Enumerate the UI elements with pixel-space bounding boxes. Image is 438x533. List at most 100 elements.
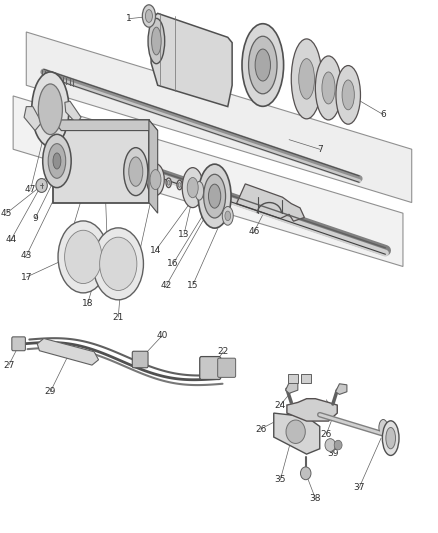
Text: 15: 15 [187, 281, 198, 289]
Text: 43: 43 [21, 252, 32, 260]
FancyBboxPatch shape [53, 120, 149, 203]
Ellipse shape [152, 27, 161, 55]
Ellipse shape [315, 56, 342, 120]
Text: 16: 16 [167, 260, 179, 268]
Text: 5: 5 [350, 92, 356, 100]
Ellipse shape [178, 182, 181, 188]
FancyBboxPatch shape [218, 358, 236, 377]
Circle shape [286, 420, 305, 443]
Text: 22: 22 [218, 348, 229, 356]
Polygon shape [336, 384, 347, 394]
Polygon shape [149, 120, 158, 213]
Ellipse shape [124, 148, 148, 196]
Polygon shape [65, 101, 81, 124]
Text: 6: 6 [380, 110, 386, 119]
Text: 21: 21 [113, 313, 124, 321]
Text: 40: 40 [156, 332, 168, 340]
Ellipse shape [225, 211, 231, 221]
Polygon shape [13, 96, 403, 266]
FancyBboxPatch shape [301, 374, 311, 383]
Text: 45: 45 [1, 209, 12, 217]
Text: 26: 26 [255, 425, 266, 433]
Ellipse shape [145, 10, 152, 22]
Ellipse shape [291, 39, 322, 119]
Ellipse shape [147, 164, 164, 196]
Text: 46: 46 [248, 228, 260, 236]
Ellipse shape [58, 221, 109, 293]
Ellipse shape [32, 72, 69, 147]
Ellipse shape [129, 157, 143, 187]
Text: 1: 1 [126, 14, 132, 23]
Circle shape [325, 439, 336, 451]
Ellipse shape [182, 167, 203, 207]
Ellipse shape [148, 19, 165, 63]
Text: 39: 39 [327, 449, 339, 457]
Text: 9: 9 [67, 233, 73, 241]
Polygon shape [26, 32, 412, 203]
Ellipse shape [177, 180, 182, 190]
Ellipse shape [255, 49, 271, 81]
FancyBboxPatch shape [288, 374, 298, 383]
Polygon shape [37, 338, 99, 365]
Circle shape [334, 440, 342, 450]
Circle shape [36, 179, 47, 192]
Ellipse shape [100, 237, 137, 290]
Ellipse shape [198, 164, 231, 228]
Ellipse shape [195, 181, 204, 200]
FancyBboxPatch shape [12, 337, 25, 351]
Ellipse shape [223, 207, 233, 225]
Polygon shape [274, 413, 320, 454]
Text: 47: 47 [25, 185, 36, 193]
Text: 41: 41 [130, 265, 141, 273]
Ellipse shape [336, 66, 360, 124]
Text: 13: 13 [178, 230, 190, 239]
Text: 26: 26 [321, 430, 332, 439]
Text: 25: 25 [327, 406, 339, 415]
Ellipse shape [39, 84, 63, 134]
Ellipse shape [150, 169, 161, 190]
Ellipse shape [166, 178, 171, 188]
Ellipse shape [142, 5, 155, 27]
Polygon shape [53, 120, 158, 131]
Ellipse shape [299, 59, 314, 99]
Ellipse shape [242, 23, 284, 107]
Ellipse shape [43, 134, 71, 188]
Text: 44: 44 [5, 236, 17, 244]
Text: 14: 14 [150, 246, 161, 255]
Polygon shape [24, 107, 42, 131]
Text: 3: 3 [276, 60, 283, 68]
Text: 28: 28 [386, 425, 398, 433]
FancyBboxPatch shape [132, 351, 148, 368]
Ellipse shape [93, 228, 143, 300]
Ellipse shape [187, 177, 198, 198]
Text: 7: 7 [317, 145, 323, 154]
Text: 24: 24 [275, 401, 286, 409]
Ellipse shape [48, 144, 66, 179]
Text: 37: 37 [353, 483, 365, 492]
Text: 4: 4 [321, 78, 327, 87]
Text: 8: 8 [185, 188, 191, 196]
Ellipse shape [386, 427, 396, 449]
FancyBboxPatch shape [200, 357, 221, 379]
Text: 27: 27 [3, 361, 14, 369]
Text: 10: 10 [102, 241, 113, 249]
Ellipse shape [379, 419, 388, 435]
Ellipse shape [167, 180, 170, 185]
Text: 2: 2 [192, 33, 198, 42]
Ellipse shape [64, 230, 102, 284]
Text: 29: 29 [45, 387, 56, 396]
Text: 17: 17 [21, 273, 32, 281]
Text: 42: 42 [161, 281, 172, 289]
Ellipse shape [249, 36, 277, 94]
Ellipse shape [208, 184, 221, 208]
Polygon shape [188, 187, 195, 192]
Ellipse shape [53, 153, 61, 169]
Text: 18: 18 [82, 300, 93, 308]
Text: 9: 9 [32, 214, 38, 223]
Polygon shape [286, 383, 298, 393]
Ellipse shape [322, 72, 335, 104]
Ellipse shape [342, 80, 354, 110]
Polygon shape [287, 399, 337, 421]
Text: 35: 35 [275, 475, 286, 484]
Polygon shape [151, 13, 232, 107]
